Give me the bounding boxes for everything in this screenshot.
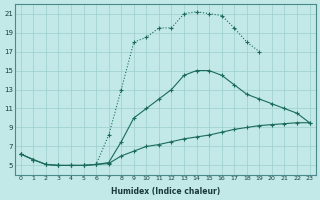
X-axis label: Humidex (Indice chaleur): Humidex (Indice chaleur): [111, 187, 220, 196]
